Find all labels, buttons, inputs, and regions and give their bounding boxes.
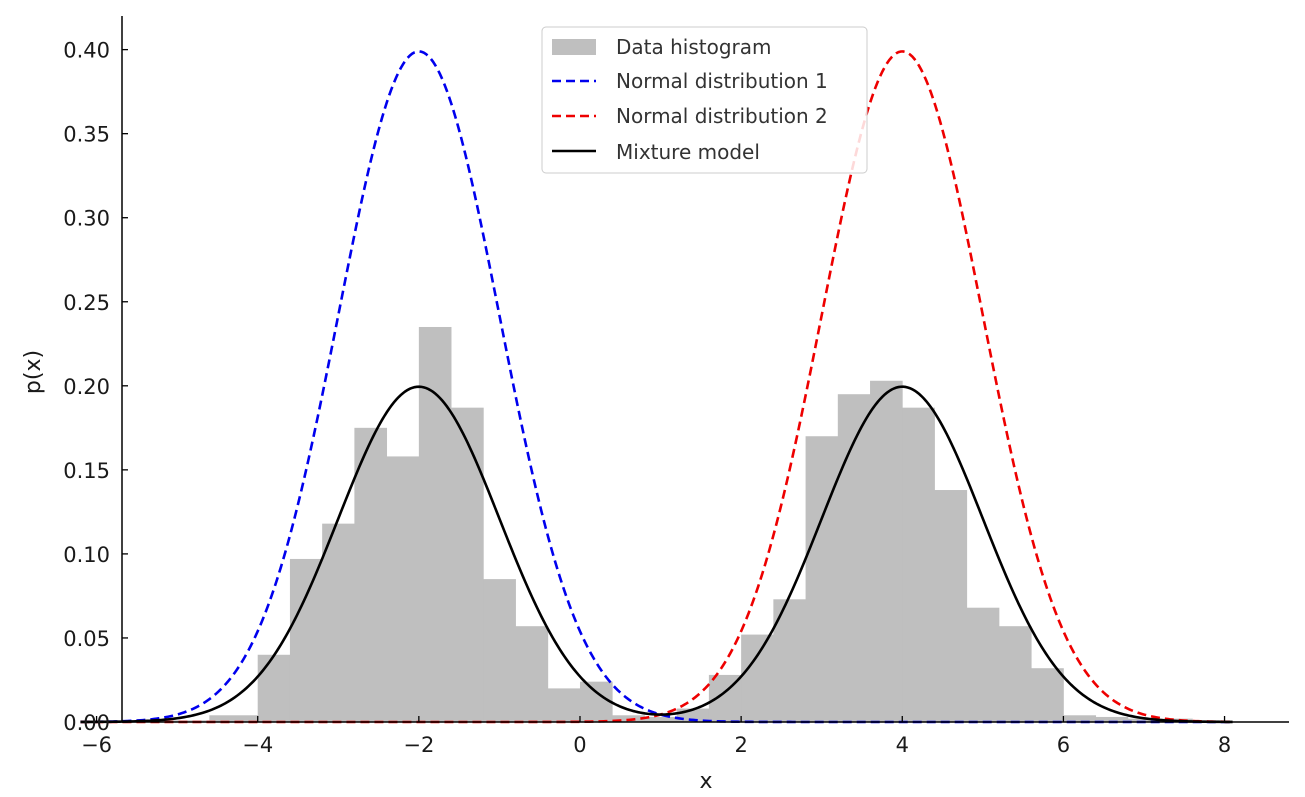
histogram-bar <box>579 681 613 722</box>
histogram-bar <box>1031 668 1064 722</box>
legend-label-histogram: Data histogram <box>616 35 772 59</box>
histogram-bar <box>644 716 678 722</box>
x-tick-label: 8 <box>1218 733 1231 757</box>
histogram-bar <box>547 688 581 722</box>
x-axis-label: x <box>699 769 712 794</box>
mixture-model-curve <box>80 385 1233 724</box>
legend-label-normal-2: Normal distribution 2 <box>616 104 828 128</box>
y-tick-label: 0.25 <box>63 291 110 315</box>
legend: Data histogram Normal distribution 1 Nor… <box>541 26 868 174</box>
histogram-bar <box>966 607 1000 722</box>
histogram-bar <box>1095 716 1129 722</box>
y-ticks: 0.00 0.05 0.10 0.15 0.20 0.25 0.30 0.35 0.40 <box>63 39 128 735</box>
y-tick-label: 0.30 <box>63 207 110 231</box>
y-tick-label: 0.20 <box>63 375 110 399</box>
histogram-bar <box>322 523 355 722</box>
histogram-bar <box>483 579 516 722</box>
y-axis-label: p(x) <box>21 350 46 394</box>
histogram-bar <box>998 626 1032 722</box>
histogram-bar <box>209 715 259 722</box>
histogram-bar <box>837 394 871 722</box>
x-tick-label: 6 <box>1057 733 1070 757</box>
x-tick-label: −6 <box>81 733 112 757</box>
y-tick-label: 0.15 <box>63 459 110 483</box>
histogram-bar <box>451 407 484 722</box>
y-tick-label: 0.00 <box>63 711 110 735</box>
y-tick-label: 0.05 <box>63 627 110 651</box>
histogram-bar <box>805 436 839 722</box>
legend-box <box>541 26 868 174</box>
y-tick-label: 0.10 <box>63 543 110 567</box>
x-tick-label: 0 <box>573 733 586 757</box>
histogram-bar <box>1063 715 1097 722</box>
histogram-bar <box>515 626 549 722</box>
legend-label-mixture: Mixture model <box>616 140 760 164</box>
legend-swatch-histogram <box>552 39 596 55</box>
x-tick-label: 2 <box>734 733 747 757</box>
histogram-bar <box>741 634 774 722</box>
legend-label-normal-1: Normal distribution 1 <box>616 69 828 93</box>
x-tick-label: 4 <box>896 733 909 757</box>
histogram-bar <box>289 558 323 722</box>
histogram-bar <box>1127 718 1161 722</box>
y-tick-label: 0.35 <box>63 123 110 147</box>
x-ticks: −6 −4 −2 0 2 4 6 8 <box>81 716 1231 757</box>
histogram-bar <box>934 490 968 722</box>
histogram-bar <box>870 380 903 722</box>
x-tick-label: −2 <box>403 733 434 757</box>
histogram-bars <box>80 326 1225 722</box>
x-tick-label: −4 <box>242 733 273 757</box>
y-tick-label: 0.40 <box>63 39 110 63</box>
histogram-bar <box>902 407 935 722</box>
histogram-bar <box>386 456 420 722</box>
histogram-bar <box>257 654 291 722</box>
histogram-bar <box>354 427 388 722</box>
